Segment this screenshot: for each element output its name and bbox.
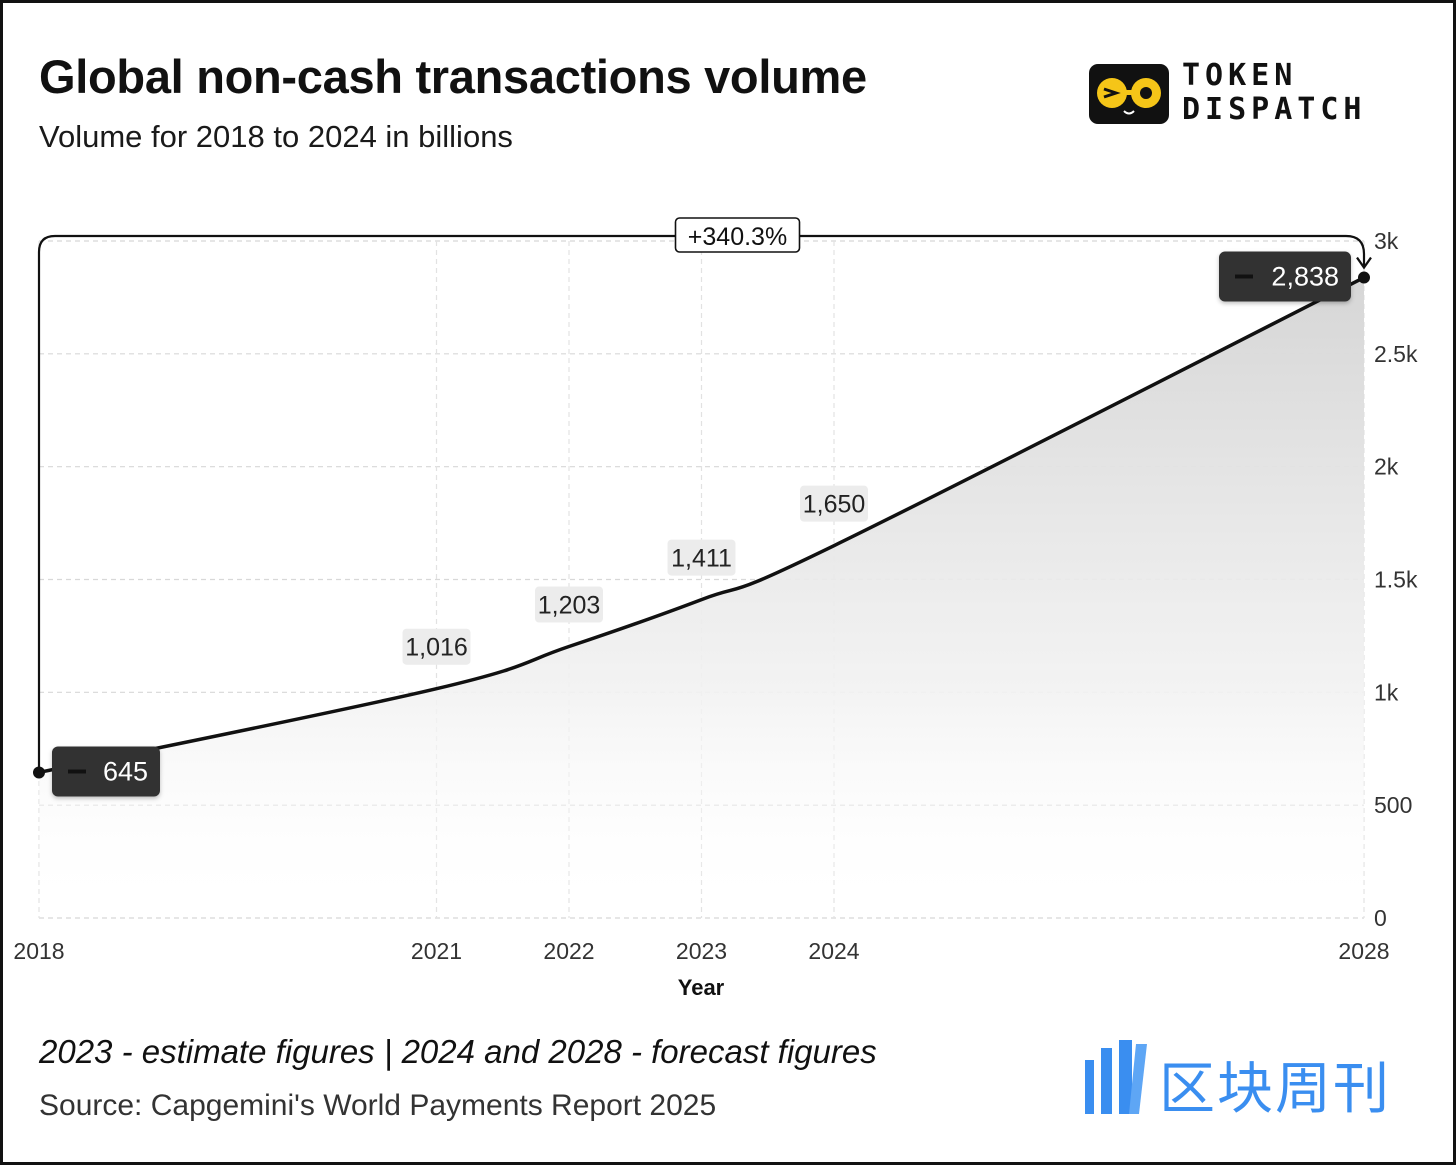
data-label-box-1	[402, 628, 471, 665]
x-tick-label-0: 2018	[13, 938, 64, 964]
source-note: Source: Capgemini's World Payments Repor…	[39, 1089, 717, 1122]
chart-title: Global non-cash transactions volume	[39, 50, 867, 103]
logo-text-line2: DISPATCH	[1182, 92, 1367, 127]
data-label-box-4	[800, 485, 868, 522]
change-badge	[674, 217, 801, 253]
change-annotation: +340.3%	[37, 217, 1372, 773]
y-tick-label-2: 1k	[1374, 679, 1399, 705]
data-point-0	[33, 766, 45, 779]
data-label-box-5	[1219, 251, 1351, 302]
y-tick-label-5: 2.5k	[1374, 341, 1418, 367]
x-tick-label-1: 2021	[411, 938, 462, 964]
y-tick-label-1: 500	[1374, 792, 1412, 818]
data-point-5	[1358, 271, 1370, 284]
data-label-box-0	[52, 746, 160, 797]
area-fill	[39, 277, 1364, 919]
bracket-arrow-icon	[1356, 256, 1372, 270]
series-line	[37, 275, 1366, 775]
watermark: 区块周刊	[1081, 1036, 1431, 1122]
chart-subtitle: Volume for 2018 to 2024 in billions	[39, 119, 513, 154]
data-label-box-3	[667, 539, 736, 576]
x-axis-title: Year	[678, 975, 725, 1000]
x-tick-label-4: 2024	[808, 938, 859, 964]
change-badge-text: +340.3%	[688, 223, 787, 251]
y-tick-label-4: 2k	[1374, 454, 1399, 480]
y-tick-label-0: 0	[1374, 905, 1387, 931]
bars-logo-icon	[1085, 1040, 1147, 1114]
data-label-box-2	[535, 586, 603, 623]
data-label-5: 2,838	[1271, 262, 1339, 292]
chart-svg: +340.3% 645 1,016 1,203 1,411 1,650 2,838 0 50…	[13, 217, 1418, 1000]
watermark-text: 区块周刊	[1159, 1057, 1391, 1122]
data-labels: 645 1,016 1,203 1,411 1,650 2,838	[33, 251, 1370, 797]
x-axis: 2018 2021 2022 2023 2024 2028	[13, 938, 1389, 964]
data-label-0: 645	[103, 756, 148, 786]
data-label-1: 1,016	[405, 634, 468, 662]
data-label-3: 1,411	[671, 545, 732, 573]
token-dispatch-logo: TOKEN DISPATCH	[1088, 61, 1428, 127]
footnote: 2023 - estimate figures | 2024 and 2028 …	[39, 1033, 877, 1070]
y-axis: 0 500 1k 1.5k 2k 2.5k 3k	[1374, 228, 1418, 931]
logo-text-line1: TOKEN	[1182, 58, 1298, 93]
x-tick-label-5: 2028	[1338, 938, 1389, 964]
data-label-2: 1,203	[538, 592, 601, 620]
y-tick-label-6: 3k	[1374, 228, 1399, 254]
x-tick-label-3: 2023	[676, 938, 727, 964]
data-label-4: 1,650	[803, 491, 866, 519]
y-tick-label-3: 1.5k	[1374, 567, 1418, 593]
glasses-face-icon	[1089, 64, 1169, 124]
x-tick-label-2: 2022	[543, 938, 594, 964]
